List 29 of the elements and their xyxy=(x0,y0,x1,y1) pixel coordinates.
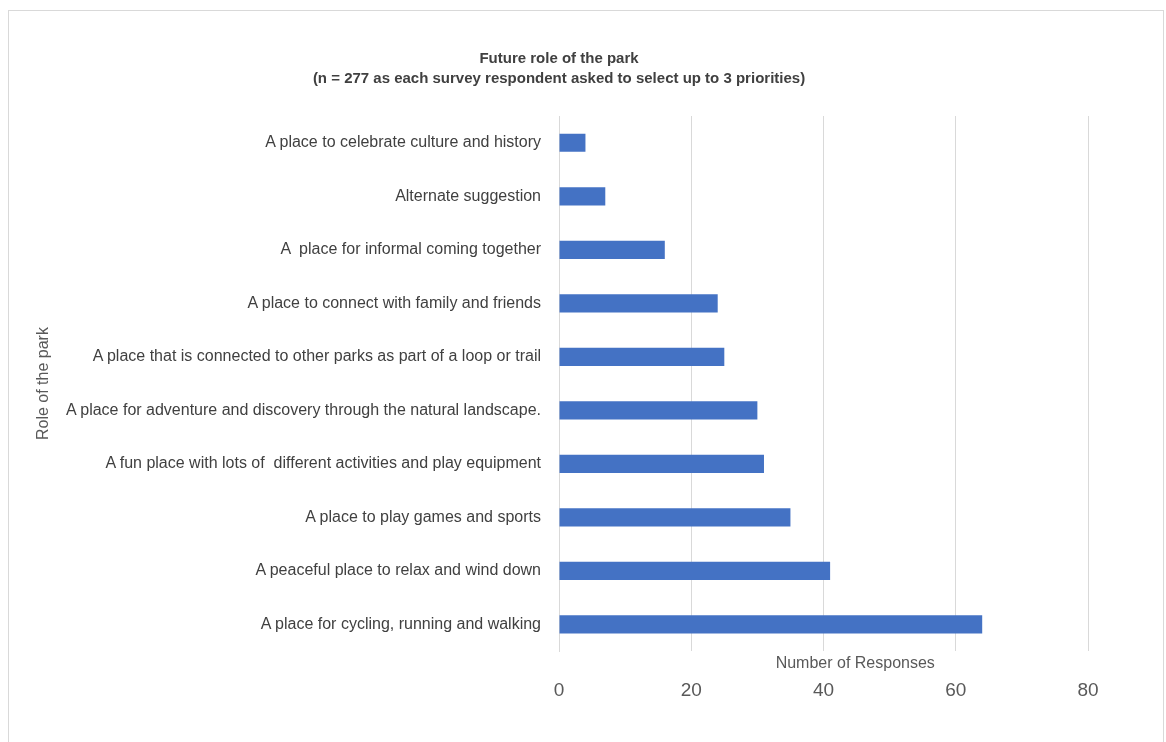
y-tick-label: A place for adventure and discovery through the natural landscape. xyxy=(66,400,541,418)
x-tick-label: 40 xyxy=(812,678,835,700)
y-tick-label: A place for cycling, running and walking xyxy=(260,614,541,632)
y-tick-label: A place to celebrate culture and history xyxy=(265,133,541,151)
x-tick-label: 60 xyxy=(945,678,967,700)
bar xyxy=(559,454,764,473)
bar xyxy=(559,615,983,634)
y-tick-label: A peaceful place to relax and wind down xyxy=(255,561,541,579)
bar xyxy=(559,240,665,259)
x-tick-label: 0 xyxy=(553,678,565,700)
bar xyxy=(559,401,758,420)
bar xyxy=(559,187,606,206)
bar xyxy=(559,508,791,527)
bar xyxy=(559,347,725,366)
y-tick-label: A place to connect with family and friends xyxy=(247,293,541,311)
chart-subtitle: (n = 277 as each survey respondent asked to select up to 3 priorities) xyxy=(312,69,806,87)
y-tick-label: A place to play games and sports xyxy=(305,507,541,525)
bar xyxy=(559,294,718,313)
bar xyxy=(559,561,831,581)
chart-title: Future role of the park xyxy=(479,49,640,67)
bar xyxy=(559,133,586,152)
x-axis-title: Number of Responses xyxy=(775,653,935,671)
y-axis-title: Role of the park xyxy=(34,326,52,441)
x-tick-label: 20 xyxy=(680,678,702,700)
x-tick-label: 80 xyxy=(1077,678,1099,700)
y-tick-label: A fun place with lots of different activities and play equipment xyxy=(105,454,542,472)
y-tick-label: A place that is connected to other parks as part of a loop or trail xyxy=(92,347,541,365)
y-tick-label: Alternate suggestion xyxy=(395,186,541,204)
y-tick-label: A place for informal coming together xyxy=(280,240,542,258)
